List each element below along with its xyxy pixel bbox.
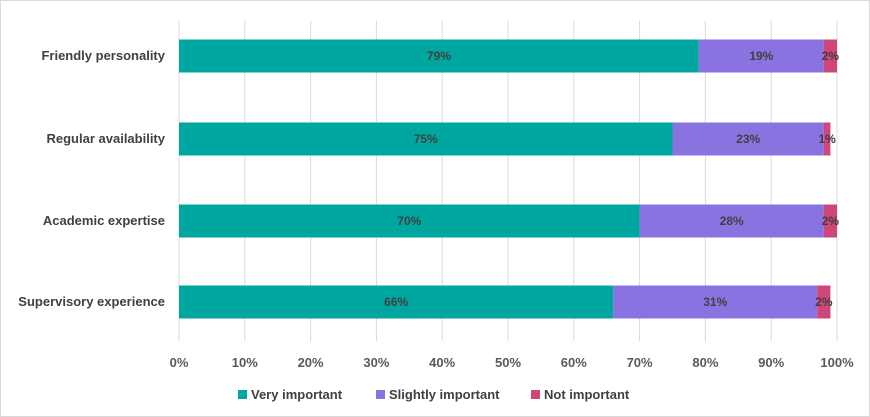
x-tick-label: 40% <box>429 355 455 370</box>
x-tick-label: 60% <box>561 355 587 370</box>
x-tick-label: 70% <box>627 355 653 370</box>
bar-segment <box>823 204 837 238</box>
legend-label: Not important <box>544 387 630 402</box>
legend-label: Slightly important <box>389 387 500 402</box>
x-tick-label: 20% <box>298 355 324 370</box>
bar-segment <box>639 204 824 238</box>
category-label: Regular availability <box>47 131 166 146</box>
x-tick-label: 90% <box>758 355 784 370</box>
x-tick-label: 30% <box>363 355 389 370</box>
bar-segment <box>179 285 614 319</box>
category-label: Supervisory experience <box>18 294 165 309</box>
data-label: 75% <box>414 132 438 146</box>
data-label: 70% <box>397 214 421 228</box>
category-labels: Friendly personality Regular availability… <box>18 48 165 309</box>
bar-segment <box>672 122 824 156</box>
x-tick-label: 50% <box>495 355 521 370</box>
legend-swatch <box>238 390 247 399</box>
data-label: 1% <box>818 132 836 146</box>
legend-swatch <box>376 390 385 399</box>
data-label: 2% <box>815 295 833 309</box>
bar-segment <box>698 39 824 73</box>
category-label: Academic expertise <box>43 213 165 228</box>
data-label: 2% <box>822 49 840 63</box>
x-tick-label: 80% <box>692 355 718 370</box>
data-label: 66% <box>384 295 408 309</box>
bar-segment <box>179 122 673 156</box>
legend-label: Very important <box>251 387 343 402</box>
data-labels: 79% 19% 2% 75% 23% 1% 70% 28% 2% 66% 31% 2% <box>384 49 839 309</box>
category-label: Friendly personality <box>41 48 165 63</box>
bar-segment <box>823 39 837 73</box>
bars <box>179 39 837 319</box>
legend-swatch <box>531 390 540 399</box>
x-tick-label: 100% <box>820 355 854 370</box>
data-label: 28% <box>720 214 744 228</box>
legend: Very important Slightly important Not impo… <box>238 387 630 402</box>
bar-segment <box>823 122 831 156</box>
bar-segment <box>179 204 640 238</box>
data-label: 19% <box>749 49 773 63</box>
data-label: 23% <box>736 132 760 146</box>
data-label: 79% <box>427 49 451 63</box>
x-tick-label: 0% <box>170 355 189 370</box>
x-axis-tick-labels: 0% 10% 20% 30% 40% 50% 60% 70% 80% 90% 100% <box>170 355 854 370</box>
data-label: 2% <box>822 214 840 228</box>
x-tick-label: 10% <box>232 355 258 370</box>
data-label: 31% <box>703 295 727 309</box>
bar-segment <box>613 285 818 319</box>
bar-segment <box>817 285 831 319</box>
bar-segment <box>179 39 699 73</box>
